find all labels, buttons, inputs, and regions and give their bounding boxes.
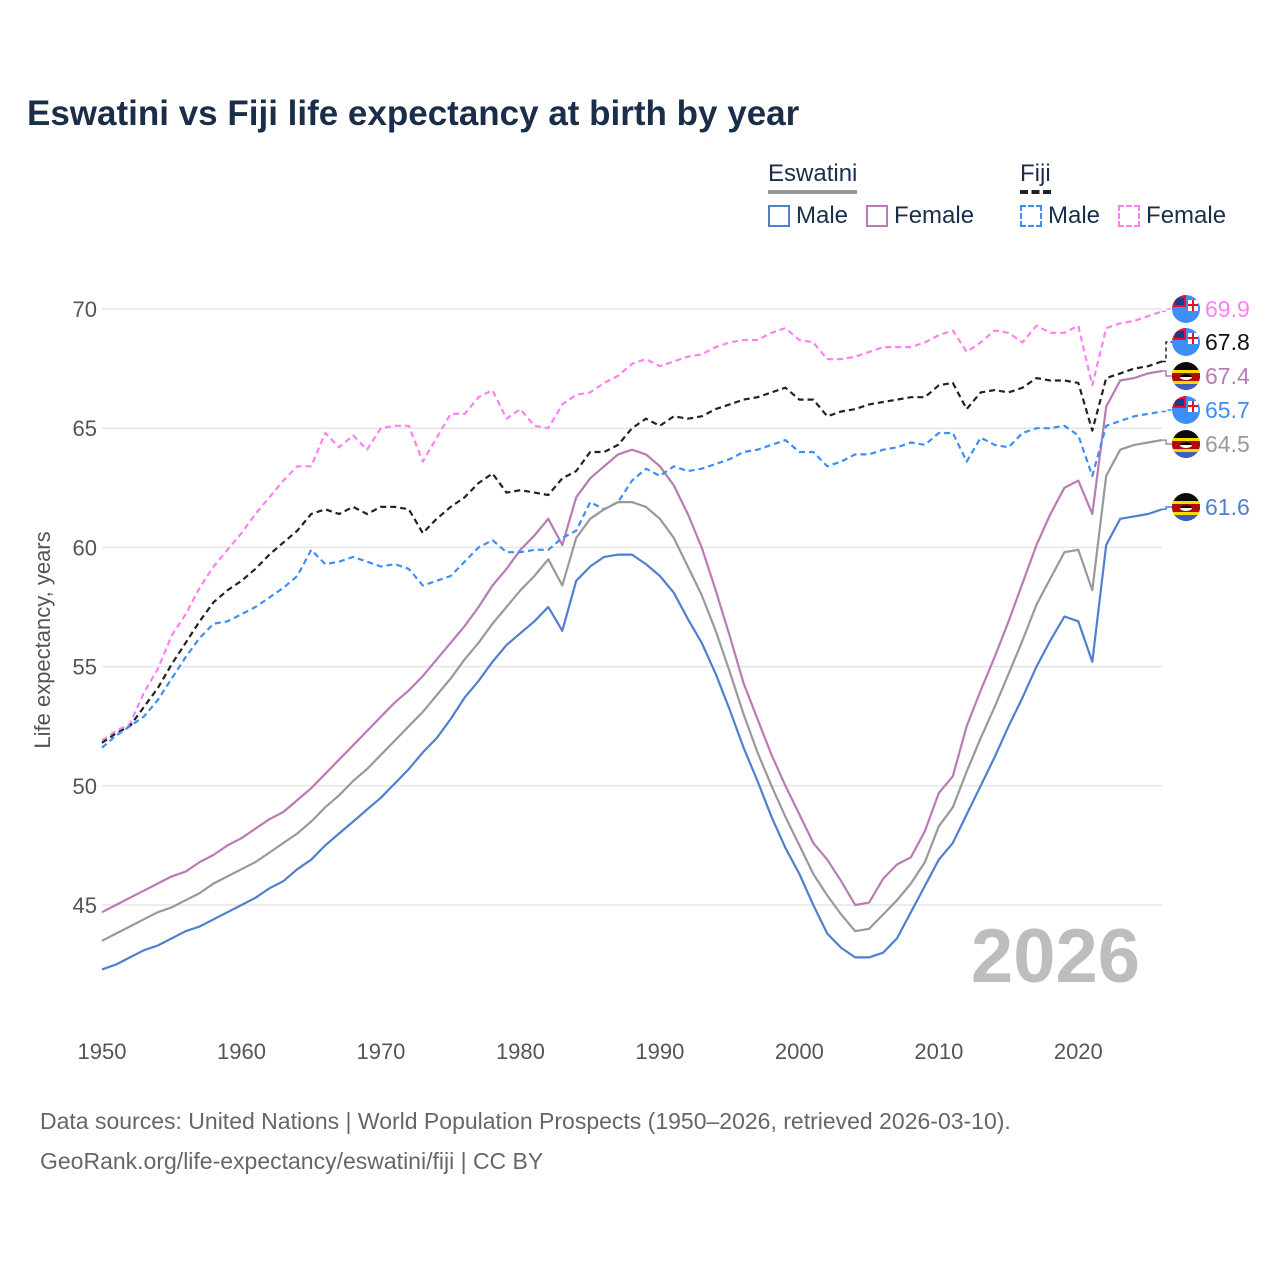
series-line-eswatini-male — [101, 508, 1163, 971]
end-value-label: 67.8 — [1205, 329, 1250, 355]
end-connector — [1162, 409, 1172, 413]
x-tick-label: 1990 — [635, 1039, 684, 1064]
y-axis-label: Life expectancy, years — [30, 531, 55, 748]
y-tick-label: 70 — [73, 297, 97, 322]
legend-item-eswatini-female[interactable]: Female — [866, 202, 974, 230]
flag-shield-half — [1180, 374, 1192, 377]
flag-body — [1172, 430, 1200, 458]
end-value-label: 69.9 — [1205, 296, 1250, 322]
legend-label: Female — [1146, 202, 1227, 229]
x-tick-label: 1950 — [78, 1039, 127, 1064]
eswatini-flag-icon — [1172, 493, 1200, 521]
gridlines — [102, 308, 1162, 906]
series-line-fiji-female — [101, 310, 1163, 742]
flag-stripe — [1172, 449, 1200, 452]
x-tick-label: 2000 — [775, 1039, 824, 1064]
fiji-flag-icon — [1172, 328, 1200, 356]
footer-link[interactable]: GeoRank.org/life-expectancy/eswatini/fij… — [40, 1148, 544, 1174]
legend-label: Male — [1048, 202, 1101, 229]
end-connector — [1162, 370, 1172, 377]
legend-swatch-icon — [866, 205, 889, 227]
legend-group-fiji: Fiji Male Female — [1020, 160, 1226, 230]
eswatini-flag-icon — [1172, 362, 1200, 390]
series-line-fiji-male — [101, 410, 1163, 749]
flag-shield-half — [1180, 505, 1192, 508]
axis-ticks: 45 50 55 60 65 70 1950 1960 1970 1980 1990 2000 2010… — [73, 297, 1103, 1064]
flag-body — [1172, 328, 1200, 356]
flag-body — [1172, 362, 1200, 390]
flag-cross — [1188, 405, 1198, 407]
fiji-flag-icon — [1172, 396, 1200, 424]
y-tick-label: 45 — [73, 893, 97, 918]
series-line-eswatini-female — [101, 369, 1163, 914]
flag-stripe — [1172, 370, 1200, 373]
legend-label: Male — [796, 202, 849, 229]
flag-shield-half — [1180, 442, 1192, 445]
flag-body — [1172, 493, 1200, 521]
series-lines — [101, 310, 1163, 971]
legend-item-fiji-male[interactable]: Male — [1020, 202, 1100, 230]
flag-cross — [1188, 304, 1198, 306]
eswatini-flag-icon — [1172, 430, 1200, 458]
series-line-eswatini — [101, 439, 1163, 942]
flag-stripe — [1172, 381, 1200, 384]
end-value-label: 64.5 — [1205, 431, 1250, 457]
x-tick-label: 1980 — [496, 1039, 545, 1064]
y-tick-label: 55 — [73, 655, 97, 680]
end-connector — [1162, 506, 1172, 511]
legend-item-eswatini-male[interactable]: Male — [768, 202, 848, 230]
legend-group-eswatini: Eswatini Male Female — [768, 160, 974, 230]
flag-body — [1172, 295, 1200, 323]
y-tick-label: 65 — [73, 416, 97, 441]
x-tick-label: 1960 — [217, 1039, 266, 1064]
flag-canton-inner — [1175, 298, 1184, 305]
legend-swatch-icon — [1020, 205, 1042, 227]
chart-title: Eswatini vs Fiji life expectancy at birt… — [27, 94, 800, 133]
legend-title-eswatini: Eswatini — [768, 160, 858, 194]
legend-swatch-icon — [1118, 205, 1141, 227]
x-tick-label: 1970 — [356, 1039, 405, 1064]
fiji-flag-icon — [1172, 295, 1200, 323]
flag-canton-inner — [1175, 331, 1184, 338]
flag-blue — [1172, 384, 1200, 390]
flag-body — [1172, 396, 1200, 424]
end-connector — [1162, 308, 1172, 313]
flag-blue — [1172, 452, 1200, 458]
end-value-label: 67.4 — [1205, 363, 1250, 389]
flag-stripe — [1172, 438, 1200, 441]
end-connector — [1162, 341, 1172, 363]
end-value-label: 61.6 — [1205, 494, 1250, 520]
x-tick-label: 2010 — [914, 1039, 963, 1064]
footer-sources: Data sources: United Nations | World Pop… — [40, 1108, 1011, 1134]
end-connector — [1162, 439, 1172, 445]
flag-blue — [1172, 515, 1200, 521]
y-tick-label: 60 — [73, 535, 97, 560]
end-value-label: 65.7 — [1205, 397, 1250, 423]
end-labels: 69.9 67.8 67.4 65.7 64.5 61.6 — [1162, 295, 1250, 521]
flag-stripe — [1172, 501, 1200, 504]
legend-item-fiji-female[interactable]: Female — [1118, 202, 1226, 230]
legend-swatch-icon — [768, 205, 790, 227]
legend-title-fiji: Fiji — [1020, 160, 1051, 194]
year-watermark: 2026 — [971, 914, 1140, 999]
x-tick-label: 2020 — [1054, 1039, 1103, 1064]
y-tick-label: 50 — [73, 774, 97, 799]
flag-cross — [1188, 337, 1198, 339]
legend-label: Female — [894, 202, 975, 229]
flag-stripe — [1172, 512, 1200, 515]
flag-canton-inner — [1175, 399, 1184, 406]
